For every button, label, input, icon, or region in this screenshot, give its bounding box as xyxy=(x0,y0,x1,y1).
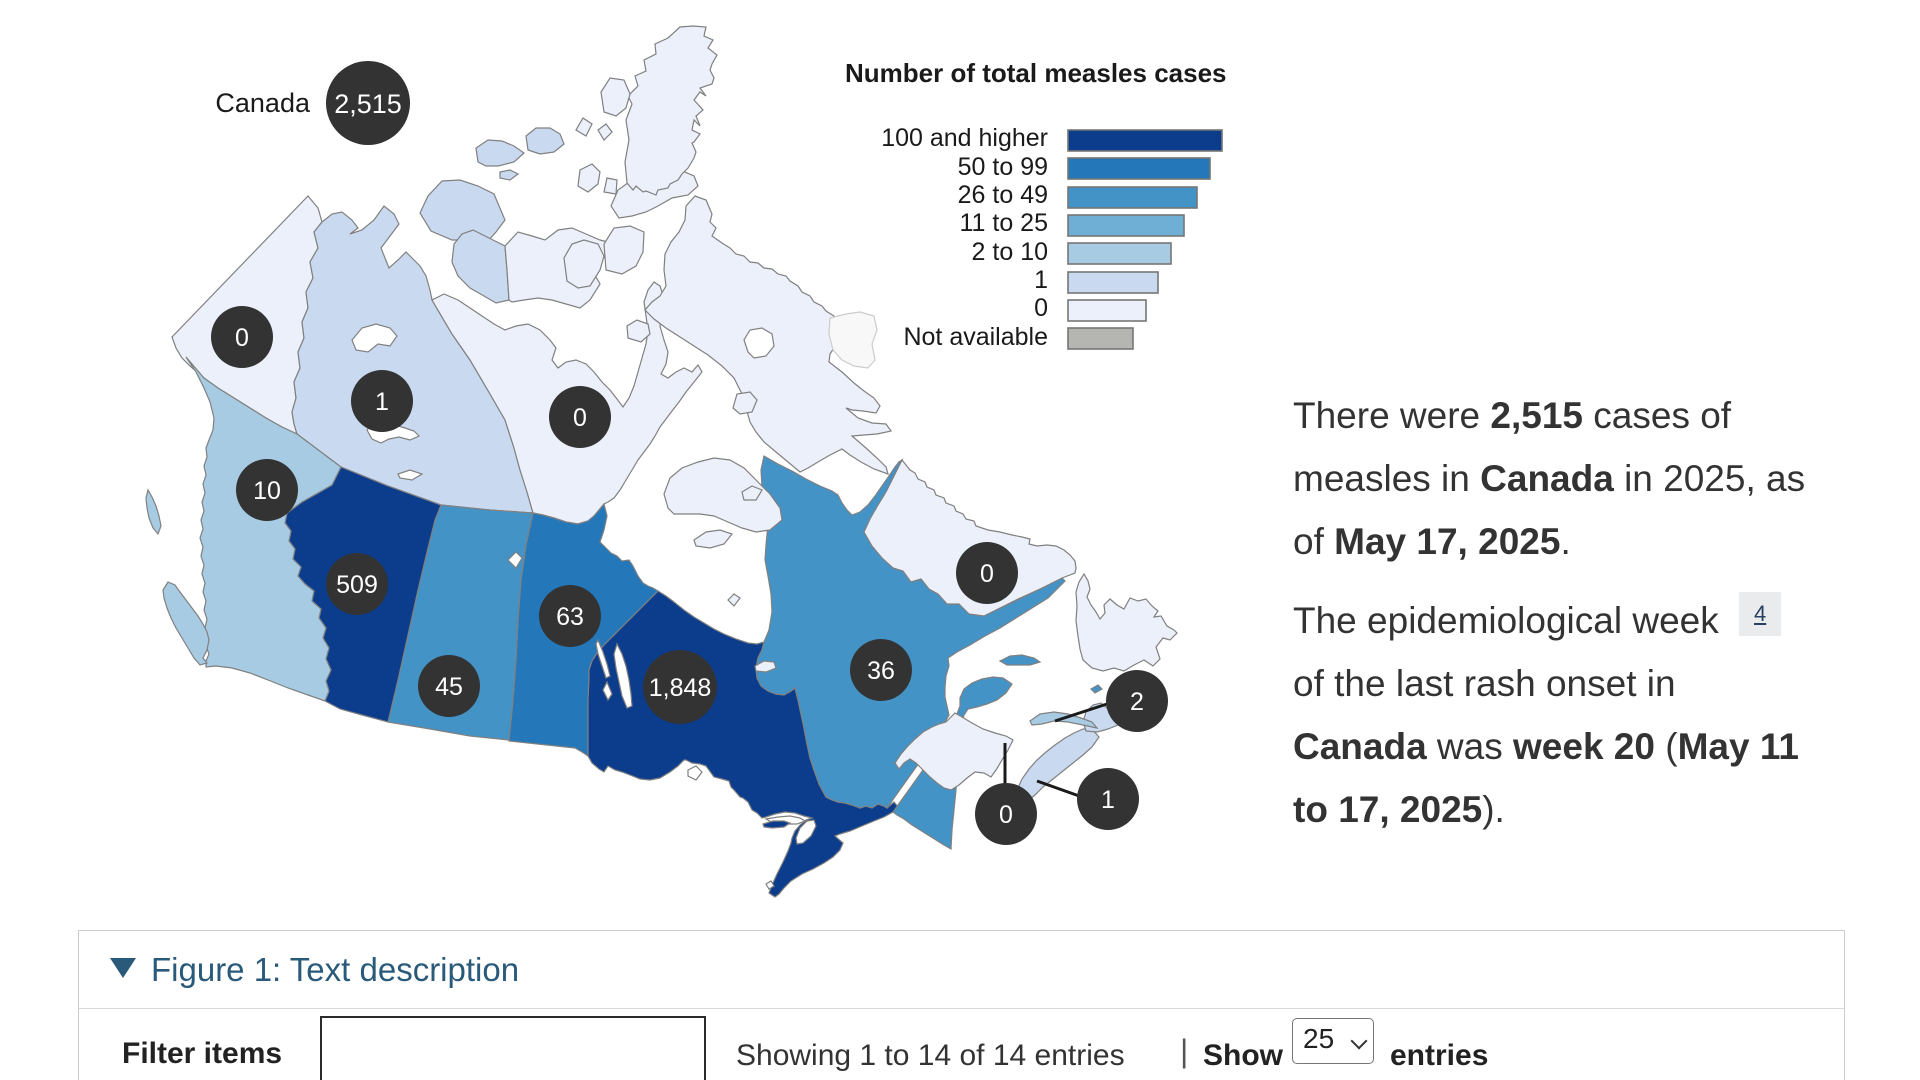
svg-text:0: 0 xyxy=(1034,294,1048,322)
svg-text:0: 0 xyxy=(573,404,587,432)
svg-text:0: 0 xyxy=(235,324,249,352)
svg-text:Number of total measles cases: Number of total measles cases xyxy=(845,58,1227,88)
svg-text:Canada: Canada xyxy=(215,88,311,118)
svg-text:45: 45 xyxy=(435,673,463,701)
svg-text:1: 1 xyxy=(375,388,389,416)
svg-text:Not available: Not available xyxy=(903,323,1048,351)
svg-text:1: 1 xyxy=(1101,786,1115,814)
svg-text:11 to 25: 11 to 25 xyxy=(959,209,1048,237)
svg-text:509: 509 xyxy=(336,571,378,599)
svg-text:36: 36 xyxy=(867,657,895,685)
svg-text:0: 0 xyxy=(999,801,1013,829)
svg-text:2 to 10: 2 to 10 xyxy=(972,238,1048,266)
svg-text:2: 2 xyxy=(1130,688,1144,716)
svg-text:0: 0 xyxy=(980,560,994,588)
svg-text:10: 10 xyxy=(253,477,281,505)
svg-text:26 to 49: 26 to 49 xyxy=(958,181,1048,209)
svg-text:63: 63 xyxy=(556,603,584,631)
svg-text:1: 1 xyxy=(1034,266,1048,294)
svg-text:1,848: 1,848 xyxy=(649,674,712,702)
svg-text:2,515: 2,515 xyxy=(334,89,402,119)
svg-text:100 and higher: 100 and higher xyxy=(881,124,1048,152)
svg-text:50 to 99: 50 to 99 xyxy=(958,153,1048,181)
